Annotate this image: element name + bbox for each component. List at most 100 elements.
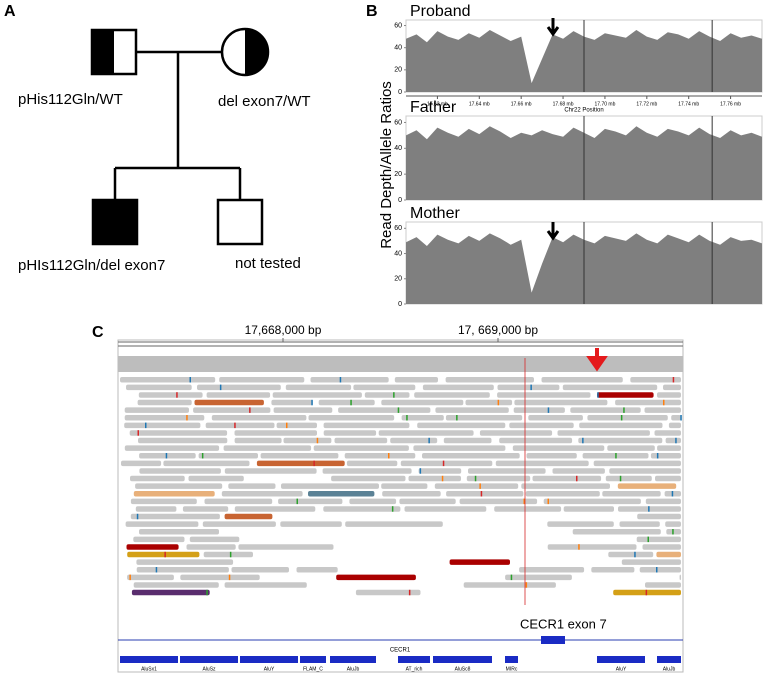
read xyxy=(465,399,513,406)
read xyxy=(663,384,681,391)
read xyxy=(163,460,250,467)
read xyxy=(194,399,264,406)
read xyxy=(609,468,681,474)
read xyxy=(271,399,313,406)
read xyxy=(193,407,271,413)
read xyxy=(547,544,637,550)
genotype-label: pHis112Gln/WT xyxy=(18,91,123,108)
read xyxy=(657,392,681,398)
read xyxy=(532,475,602,482)
repeat xyxy=(505,656,518,663)
repeat xyxy=(120,656,178,663)
read xyxy=(137,399,192,406)
mismatch xyxy=(176,392,178,398)
exon-label: CECR1 exon 7 xyxy=(520,616,607,631)
father-symbol xyxy=(90,28,138,76)
read xyxy=(135,506,177,512)
deletion-arrow xyxy=(546,222,560,241)
read xyxy=(136,567,229,573)
repeat xyxy=(180,656,238,663)
read xyxy=(323,422,410,429)
read xyxy=(126,544,179,550)
x-tick-label: 17.62 mb xyxy=(427,101,448,107)
x-tick-label: 17.70 mb xyxy=(595,101,616,107)
mismatch xyxy=(155,567,158,573)
read xyxy=(463,582,556,588)
read xyxy=(543,498,641,505)
read xyxy=(345,521,443,527)
read xyxy=(495,460,589,467)
read xyxy=(459,498,538,505)
mismatch xyxy=(136,513,139,520)
y-tick-label: 40 xyxy=(394,45,402,52)
read xyxy=(133,536,185,543)
mismatch xyxy=(165,453,168,459)
read xyxy=(587,415,668,421)
read xyxy=(443,437,492,444)
panel-label: A xyxy=(4,3,16,20)
read xyxy=(605,475,652,482)
read xyxy=(636,536,681,543)
read xyxy=(552,468,605,474)
read xyxy=(547,521,614,527)
read xyxy=(224,513,273,520)
mismatch xyxy=(578,544,580,550)
y-tick-label: 40 xyxy=(394,145,402,152)
read xyxy=(557,430,650,436)
y-tick-label: 60 xyxy=(394,119,402,126)
read xyxy=(378,430,474,436)
mismatch xyxy=(296,498,298,505)
mismatch xyxy=(474,475,477,482)
read xyxy=(202,521,276,527)
y-tick-label: 20 xyxy=(394,276,402,283)
read xyxy=(204,498,273,505)
mismatch xyxy=(497,399,500,406)
mismatch xyxy=(479,483,481,489)
mismatch xyxy=(313,460,315,467)
y-tick-label: 0 xyxy=(398,197,402,204)
y-tick-label: 20 xyxy=(394,171,402,178)
mismatch xyxy=(634,551,636,558)
read xyxy=(223,445,312,451)
read xyxy=(318,399,375,406)
repeat xyxy=(240,656,298,663)
read xyxy=(198,453,258,459)
mismatch xyxy=(576,475,578,482)
read xyxy=(221,491,303,497)
read xyxy=(671,415,681,421)
read xyxy=(497,392,591,398)
repeat xyxy=(300,656,326,663)
mismatch xyxy=(675,437,677,444)
read xyxy=(139,468,221,474)
read xyxy=(124,422,201,429)
genotype-label: del exon7/WT xyxy=(218,93,311,110)
mismatch xyxy=(672,377,675,383)
mother-symbol xyxy=(220,27,270,77)
mismatch xyxy=(530,384,532,391)
read xyxy=(630,377,681,383)
read xyxy=(355,589,421,596)
read xyxy=(525,491,600,497)
read xyxy=(445,415,523,421)
read xyxy=(526,453,577,459)
read xyxy=(615,399,681,406)
repeat xyxy=(433,656,492,663)
read xyxy=(497,384,560,391)
repeat-label: AT_rich xyxy=(406,666,423,672)
read xyxy=(654,430,681,436)
read xyxy=(139,529,219,535)
mismatch xyxy=(316,437,319,444)
read xyxy=(479,430,553,436)
read xyxy=(344,453,416,459)
mismatch xyxy=(480,491,483,497)
read xyxy=(468,468,546,474)
y-tick-label: 0 xyxy=(398,89,402,96)
y-tick-label: 0 xyxy=(398,301,402,308)
read xyxy=(283,437,332,444)
mismatch xyxy=(645,589,648,596)
mismatch xyxy=(597,392,599,398)
read xyxy=(422,384,494,391)
mismatch xyxy=(219,384,222,391)
read xyxy=(413,445,506,451)
